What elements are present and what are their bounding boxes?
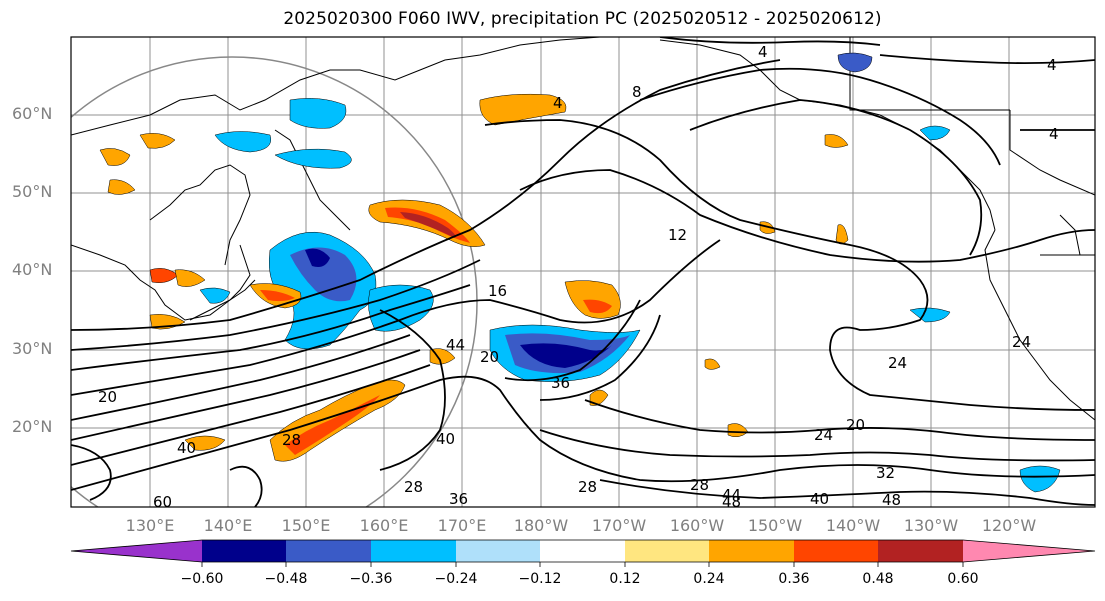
graticule	[71, 37, 1095, 507]
contour-label: 20	[480, 348, 499, 366]
contour-label: 4	[1049, 125, 1059, 143]
colorbar-tick-label: 0.24	[693, 571, 725, 587]
colorbar-tick-label: −0.24	[434, 571, 478, 587]
contour-label: 28	[404, 478, 423, 496]
latitude-label: 30°N	[12, 339, 53, 358]
contour-label: 48	[882, 491, 901, 509]
colorbar	[70, 539, 1096, 567]
contour-label: 28	[690, 476, 709, 494]
colorbar-segment	[709, 540, 794, 562]
precip-negative-patches	[199, 52, 1061, 493]
colorbar-extend-max	[963, 540, 1095, 562]
plot-frame	[70, 36, 1096, 508]
contour-label: 16	[488, 282, 507, 300]
contour-label: 48	[722, 493, 741, 511]
colorbar-tick-label: 0.12	[609, 571, 641, 587]
colorbar-segment	[371, 540, 456, 562]
longitude-label: 150°E	[281, 516, 331, 535]
contour-labels: 4 4 4 4 8 12 16 20 24 20 28 28 28 32 36 …	[98, 43, 1059, 511]
latitude-label: 40°N	[12, 260, 53, 279]
contour-label: 32	[876, 464, 895, 482]
range-ring	[71, 56, 478, 507]
iwv-contours	[71, 37, 1095, 507]
longitude-label: 140°E	[203, 516, 253, 535]
contour-label: 24	[888, 354, 907, 372]
colorbar-tick-label: 0.60	[947, 571, 979, 587]
contour-label: 4	[758, 43, 768, 61]
colorbar-tick-label: −0.48	[264, 571, 308, 587]
contour-label: 28	[282, 431, 301, 449]
contour-label: 36	[449, 490, 468, 508]
contour-label: 36	[551, 374, 570, 392]
colorbar-tick-label: −0.36	[349, 571, 393, 587]
contour-label: 4	[1047, 56, 1057, 74]
contour-label: 40	[436, 430, 455, 448]
longitude-label: 160°W	[669, 516, 725, 535]
colorbar-segment	[286, 540, 371, 562]
colorbar-tick-label: −0.60	[180, 571, 224, 587]
contour-label: 4	[553, 94, 563, 112]
contour-label: 12	[668, 226, 687, 244]
contour-label: 44	[446, 336, 465, 354]
contour-label: 28	[578, 478, 597, 496]
colorbar-extend-min	[71, 540, 202, 562]
contour-label: 40	[810, 490, 829, 508]
contour-label: 60	[153, 493, 172, 511]
longitude-label: 140°W	[825, 516, 881, 535]
latitude-label: 60°N	[12, 104, 53, 123]
longitude-label: 180°W	[513, 516, 569, 535]
colorbar-tick-label: −0.12	[518, 571, 562, 587]
colorbar-segment	[202, 540, 286, 562]
precip-positive-patches	[99, 93, 849, 462]
longitude-label: 130°W	[903, 516, 959, 535]
colorbar-segment	[540, 540, 625, 562]
colorbar-segment	[878, 540, 963, 562]
colorbar-tick-label: 0.36	[778, 571, 810, 587]
longitude-label: 170°E	[437, 516, 487, 535]
colorbar-segment	[794, 540, 878, 562]
contour-label: 8	[632, 83, 642, 101]
latitude-label: 50°N	[12, 182, 53, 201]
latitude-label: 20°N	[12, 417, 53, 436]
longitude-label: 170°W	[591, 516, 647, 535]
longitude-label: 120°W	[981, 516, 1037, 535]
contour-label: 24	[1012, 333, 1031, 351]
longitude-label: 160°E	[359, 516, 409, 535]
longitude-label: 130°E	[125, 516, 175, 535]
contour-label: 20	[98, 388, 117, 406]
colorbar-segment	[625, 540, 709, 562]
colorbar-segment	[456, 540, 540, 562]
longitude-label: 150°W	[747, 516, 803, 535]
contour-label: 24	[814, 426, 833, 444]
contour-label: 40	[177, 439, 196, 457]
contour-label: 44	[722, 486, 741, 504]
colorbar-tick-label: 0.48	[862, 571, 894, 587]
contour-label: 20	[846, 416, 865, 434]
map-title: 2025020300 F060 IWV, precipitation PC (2…	[283, 9, 882, 29]
